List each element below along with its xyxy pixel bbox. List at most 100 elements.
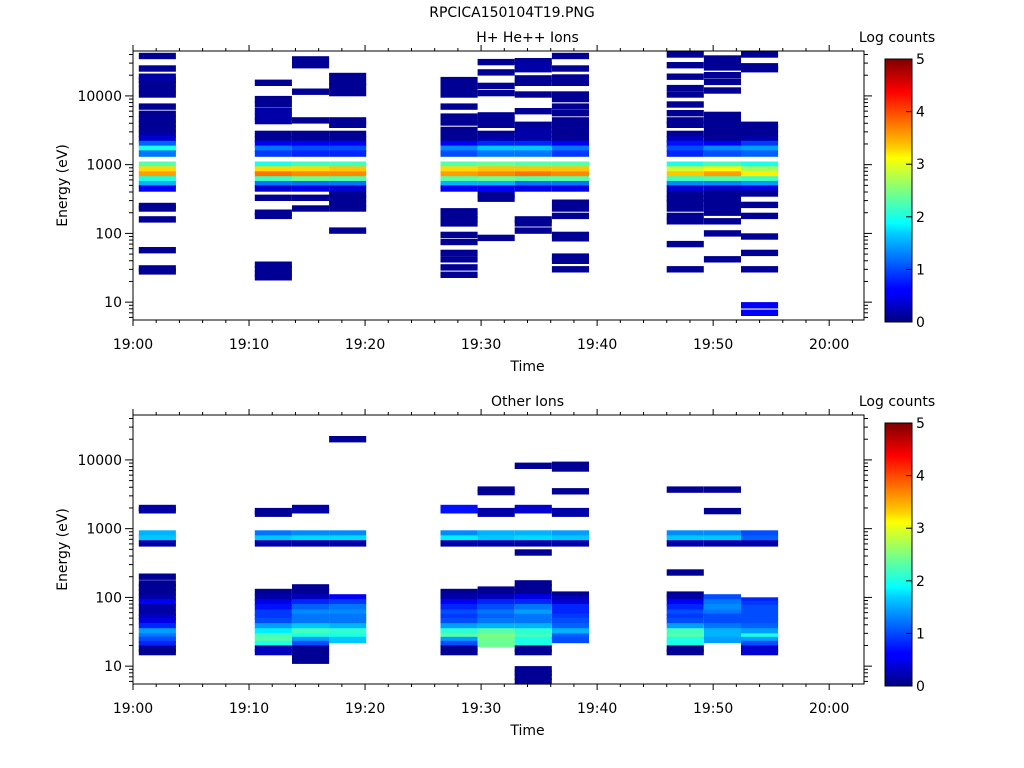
heatmap-cell [514, 604, 552, 611]
heatmap-cell [703, 636, 741, 644]
heatmap-cell [138, 205, 176, 212]
heatmap-cell [292, 135, 330, 143]
heatmap-cell [741, 185, 779, 192]
heatmap-cell [551, 633, 589, 640]
heatmap-cell [514, 535, 552, 542]
heatmap-cell [477, 540, 515, 547]
heatmap-cell [138, 65, 176, 72]
heatmap-cell [254, 645, 292, 652]
heatmap-cell [666, 623, 704, 630]
heatmap-cell [138, 594, 176, 601]
heatmap-cell [703, 604, 741, 611]
heatmap-cell [741, 212, 779, 220]
heatmap-cell [477, 150, 515, 157]
heatmap-cell [440, 76, 478, 84]
heatmap-cell [666, 628, 704, 635]
heatmap-cells [138, 436, 779, 685]
heatmap-cell [440, 166, 478, 173]
x-tick-label: 19:30 [461, 701, 501, 717]
heatmap-cell [440, 185, 478, 192]
heatmap-cell [440, 636, 478, 644]
heatmap-cell [741, 135, 779, 143]
heatmap-cell [329, 609, 367, 616]
heatmap-cell [741, 618, 779, 625]
heatmap-cell [138, 609, 176, 616]
heatmap-cell [138, 145, 176, 152]
heatmap-cell [551, 618, 589, 625]
heatmap-cell [741, 145, 779, 152]
panel-title: Other Ions [491, 394, 564, 410]
heatmap-cell [440, 212, 478, 220]
heatmap-cell [254, 588, 292, 596]
heatmap-cell [514, 79, 552, 86]
heatmap-cell [254, 166, 292, 173]
heatmap-cell [514, 540, 552, 547]
heatmap-cell [440, 599, 478, 606]
colorbar-label: Log counts [859, 30, 935, 46]
heatmap-cell [329, 633, 367, 640]
heatmap-cell [477, 58, 515, 66]
heatmap-cell [477, 586, 515, 593]
heatmap-cell [440, 628, 478, 635]
heatmap-cell [551, 130, 589, 138]
heatmap-cell [666, 185, 704, 192]
heatmap-cell [138, 618, 176, 625]
heatmap-cell [514, 166, 552, 173]
heatmap-cell [254, 618, 292, 625]
heatmap-cell [292, 618, 330, 625]
heatmap-cell [329, 121, 367, 128]
heatmap-cell [477, 604, 515, 611]
heatmap-cell [703, 205, 741, 212]
heatmap-cell [329, 205, 367, 212]
heatmap-cell [254, 640, 292, 648]
heatmap-cell [292, 613, 330, 621]
heatmap-cell [254, 594, 292, 601]
heatmap-cell [254, 150, 292, 157]
heatmap-cell [138, 130, 176, 138]
heatmap-cell [138, 584, 176, 591]
heatmap-cell [477, 488, 515, 496]
heatmap-cell [292, 176, 330, 183]
heatmap-cell [741, 535, 779, 542]
heatmap-cell [514, 628, 552, 635]
heatmap-cell [138, 588, 176, 596]
heatmap-cell [254, 101, 292, 108]
heatmap-cell [741, 130, 779, 138]
x-tick-label: 19:20 [345, 701, 385, 717]
heatmap-cell [514, 618, 552, 625]
heatmap-cell [666, 117, 704, 124]
heatmap-cell [292, 161, 330, 168]
heatmap-cell [477, 191, 515, 198]
heatmap-cell [138, 604, 176, 611]
heatmap-cell [741, 604, 779, 612]
heatmap-cell [703, 130, 741, 138]
heatmap-cell [514, 135, 552, 143]
heatmap-cell [138, 268, 176, 275]
heatmap-cell [666, 218, 704, 225]
heatmap-cell [254, 212, 292, 220]
heatmap-cell [477, 613, 515, 621]
heatmap-cell [440, 231, 478, 239]
heatmap-cell [514, 584, 552, 591]
heatmap-cell [703, 609, 741, 616]
heatmap-cell [292, 648, 330, 656]
heatmap-cell [551, 135, 589, 143]
heatmap-cell [514, 669, 552, 676]
heatmap-cell [514, 633, 552, 640]
heatmap-cell [477, 135, 515, 143]
heatmap-cell [138, 645, 176, 652]
heatmap-cell [551, 79, 589, 86]
heatmap-cell [254, 181, 292, 188]
x-tick-label: 19:20 [345, 337, 385, 353]
heatmap-cell [666, 145, 704, 152]
heatmap-cell [440, 264, 478, 271]
heatmap-cell [666, 645, 704, 652]
heatmap-cell [292, 88, 330, 95]
heatmap-cell [138, 185, 176, 192]
heatmap-cell [440, 135, 478, 143]
heatmap-cell [703, 633, 741, 640]
heatmap-cell [666, 636, 704, 644]
heatmap-cell [254, 161, 292, 168]
heatmap-cell [329, 436, 367, 443]
